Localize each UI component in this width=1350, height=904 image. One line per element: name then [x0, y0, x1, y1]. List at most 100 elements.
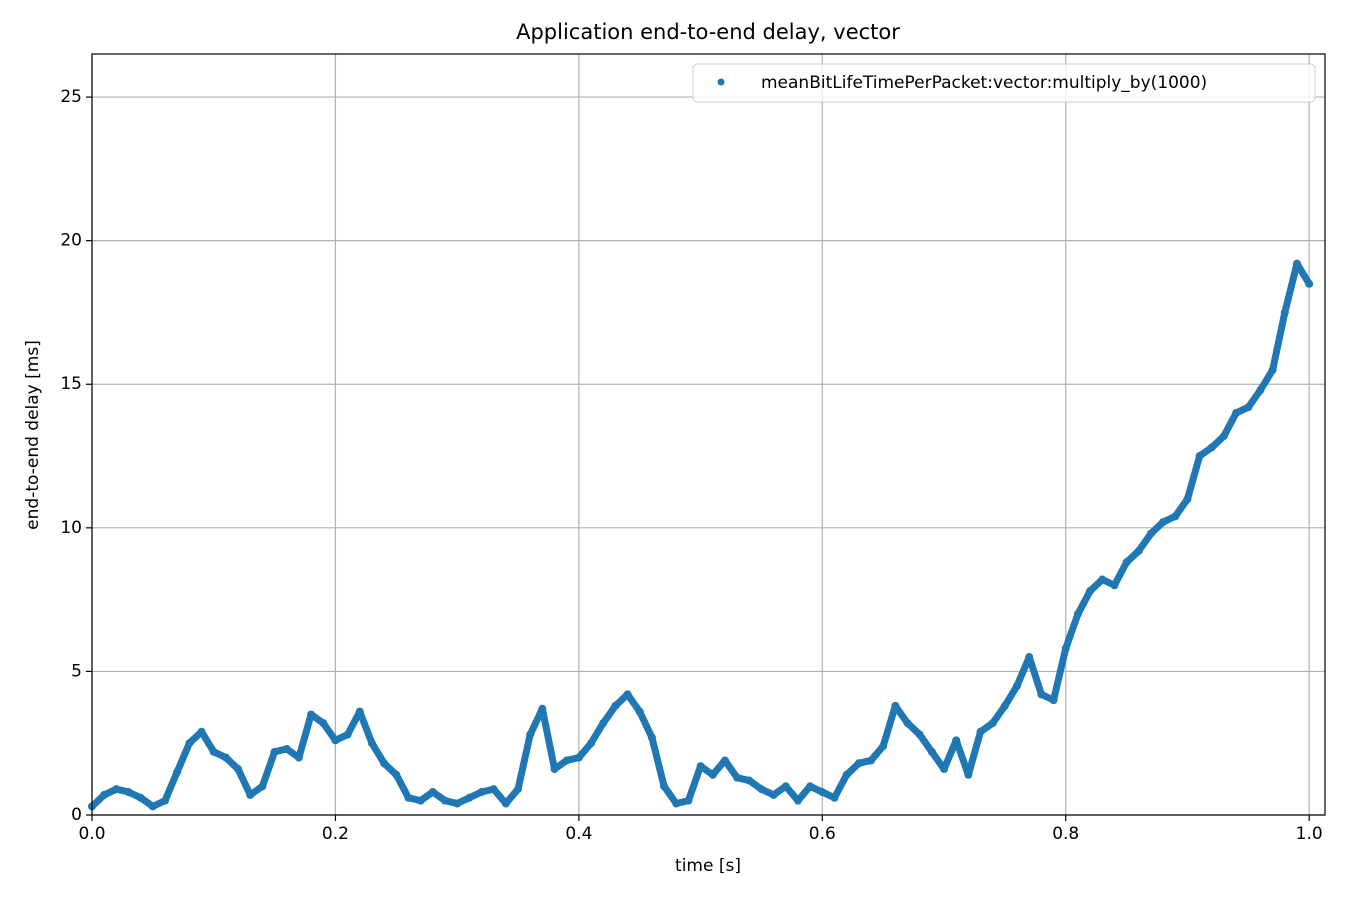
data-point	[294, 753, 303, 762]
data-point	[1025, 653, 1034, 662]
data-point	[100, 790, 109, 799]
data-point	[781, 782, 790, 791]
data-point	[1134, 546, 1143, 555]
data-point	[757, 785, 766, 794]
y-tick-label: 0	[71, 805, 82, 825]
chart-title: Application end-to-end delay, vector	[516, 20, 900, 44]
data-point	[1013, 681, 1022, 690]
data-point	[708, 770, 717, 779]
x-axis-label: time [s]	[675, 856, 741, 876]
data-point	[440, 796, 449, 805]
data-point	[988, 719, 997, 728]
data-point	[964, 770, 973, 779]
legend-box	[692, 63, 1316, 103]
data-point	[416, 796, 425, 805]
data-point	[477, 788, 486, 797]
data-point	[696, 762, 705, 771]
data-point	[173, 767, 182, 776]
data-point	[428, 788, 437, 797]
x-tick-label: 0.6	[809, 824, 836, 844]
data-point	[1061, 644, 1070, 653]
data-point	[818, 788, 827, 797]
data-point	[769, 790, 778, 799]
data-point	[866, 756, 875, 765]
x-tick-label: 1.0	[1296, 824, 1323, 844]
data-point	[1232, 408, 1241, 417]
data-point	[246, 790, 255, 799]
data-point	[952, 736, 961, 745]
data-point	[891, 701, 900, 710]
data-point	[1171, 512, 1180, 521]
y-tick-label: 10	[60, 518, 82, 538]
data-point	[1159, 518, 1168, 527]
data-point	[1183, 495, 1192, 504]
legend-marker	[717, 78, 725, 86]
data-point	[1268, 365, 1277, 374]
data-point	[1037, 690, 1046, 699]
data-point	[879, 742, 888, 751]
data-point	[136, 793, 145, 802]
x-tick-label: 0.8	[1052, 824, 1079, 844]
data-point	[501, 799, 510, 808]
data-point	[1146, 529, 1155, 538]
data-point	[903, 719, 912, 728]
data-point	[660, 782, 669, 791]
y-tick-label: 15	[60, 374, 82, 394]
legend-label: meanBitLifeTimePerPacket:vector:multiply…	[761, 73, 1207, 93]
data-point	[197, 727, 206, 736]
data-point	[355, 707, 364, 716]
data-point	[550, 765, 559, 774]
data-point	[1207, 443, 1216, 452]
data-point	[526, 730, 535, 739]
y-tick-label: 25	[60, 87, 82, 107]
data-point	[574, 753, 583, 762]
data-point	[234, 765, 243, 774]
data-point	[842, 770, 851, 779]
data-point	[623, 690, 632, 699]
data-point	[453, 799, 462, 808]
data-point	[148, 802, 157, 811]
data-point	[1293, 259, 1302, 268]
data-point	[635, 707, 644, 716]
data-point	[1073, 609, 1082, 618]
data-point	[1244, 403, 1253, 412]
y-tick-label: 20	[60, 231, 82, 251]
data-point	[647, 733, 656, 742]
data-point	[404, 793, 413, 802]
data-point	[307, 710, 316, 719]
data-point	[1086, 587, 1095, 596]
x-tick-label: 0.0	[78, 824, 105, 844]
data-point	[282, 744, 291, 753]
x-tick-label: 0.4	[565, 824, 592, 844]
data-point	[915, 730, 924, 739]
data-point	[112, 785, 121, 794]
data-point	[514, 785, 523, 794]
data-point	[1305, 279, 1314, 288]
data-point	[221, 753, 230, 762]
data-point	[745, 776, 754, 785]
data-point	[161, 796, 170, 805]
data-point	[1256, 385, 1265, 394]
data-point	[392, 770, 401, 779]
data-point	[830, 793, 839, 802]
data-point	[124, 788, 133, 797]
data-point	[684, 796, 693, 805]
data-point	[380, 759, 389, 768]
data-point	[562, 756, 571, 765]
data-point	[587, 739, 596, 748]
data-point	[672, 799, 681, 808]
data-point	[599, 719, 608, 728]
data-point	[1280, 308, 1289, 317]
data-point	[793, 796, 802, 805]
data-point	[270, 747, 279, 756]
data-point	[940, 765, 949, 774]
data-point	[854, 759, 863, 768]
data-point	[733, 773, 742, 782]
data-point	[258, 782, 267, 791]
data-point	[465, 793, 474, 802]
y-tick-label: 5	[71, 661, 82, 681]
data-point	[1049, 696, 1058, 705]
data-point	[319, 719, 328, 728]
data-point	[489, 785, 498, 794]
x-tick-label: 0.2	[322, 824, 349, 844]
